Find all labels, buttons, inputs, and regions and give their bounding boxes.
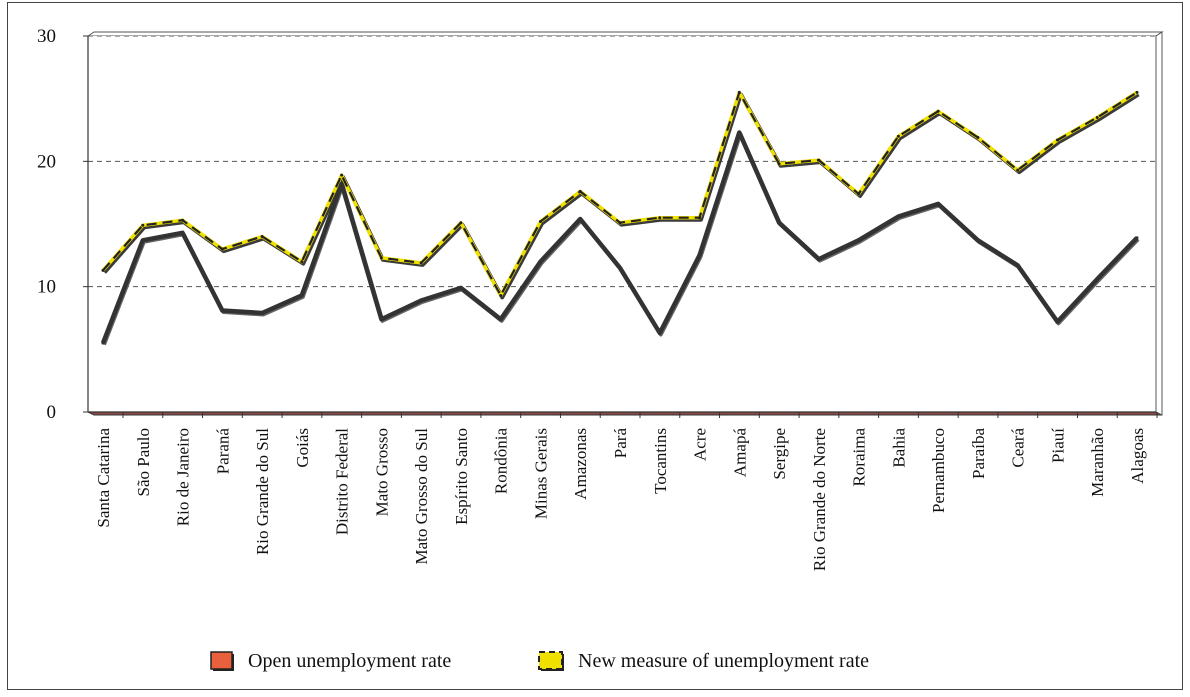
point-open-rate — [1095, 277, 1099, 281]
point-open-rate — [459, 286, 463, 290]
point-new-measure — [817, 158, 821, 162]
y-tick-labels: 0 10 20 30 — [37, 26, 56, 423]
x-tick-label: Alagoas — [1128, 428, 1147, 484]
x-tick-label: Santa Catarina — [94, 428, 113, 528]
point-open-rate — [141, 238, 145, 242]
point-open-rate — [379, 317, 383, 321]
point-new-measure — [300, 260, 304, 264]
x-tick-label: Rondônia — [492, 428, 511, 495]
point-open-rate — [1135, 236, 1139, 240]
point-new-measure — [1016, 168, 1020, 172]
point-open-rate — [260, 311, 264, 315]
point-new-measure — [936, 109, 940, 113]
x-tick-label: Acre — [691, 428, 710, 461]
point-new-measure — [777, 162, 781, 166]
point-open-rate — [340, 182, 344, 186]
x-tick-label: Tocantins — [651, 428, 670, 494]
x-tick-label: Distrito Federal — [333, 428, 352, 535]
x-tick-label: Bahia — [889, 428, 908, 468]
point-new-measure — [737, 90, 741, 94]
x-tick-label: Rio de Janeiro — [174, 428, 193, 526]
point-open-rate — [538, 260, 542, 264]
point-open-rate — [936, 202, 940, 206]
point-new-measure — [260, 235, 264, 239]
x-tick-label: Amazonas — [571, 428, 590, 500]
x-tick-label: Sergipe — [770, 428, 789, 480]
x-tick-label: Ceará — [1009, 428, 1028, 468]
point-new-measure — [618, 221, 622, 225]
plot-right-face — [1155, 31, 1163, 416]
x-tick-label: Amapá — [730, 428, 749, 478]
point-new-measure — [459, 221, 463, 225]
legend-swatch-open-rate — [210, 651, 233, 670]
x-tick-label: Rio Grande do Norte — [810, 428, 829, 571]
x-tick-label: Rio Grande do Sul — [253, 428, 272, 555]
point-new-measure — [1095, 115, 1099, 119]
point-open-rate — [419, 298, 423, 302]
point-open-rate — [658, 331, 662, 335]
point-new-measure — [538, 219, 542, 223]
x-tick-label: Mato Grosso — [372, 428, 391, 516]
series-lines — [100, 90, 1140, 346]
x-tick-label: São Paulo — [134, 428, 153, 496]
x-tick-label: Goiás — [293, 428, 312, 468]
point-open-rate — [1016, 263, 1020, 267]
x-tick-label: Roraima — [850, 428, 869, 487]
point-new-measure — [181, 218, 185, 222]
point-open-rate — [618, 266, 622, 270]
legend-swatch-new-measure — [538, 651, 563, 670]
point-open-rate — [499, 317, 503, 321]
y-tick-label: 20 — [37, 151, 56, 172]
point-open-rate — [777, 221, 781, 225]
point-new-measure — [698, 216, 702, 220]
point-new-measure — [658, 216, 662, 220]
point-open-rate — [181, 231, 185, 235]
y-tick-label: 30 — [37, 26, 56, 47]
x-tick-labels: Santa Catarina São Paulo Rio de Janeiro Par… — [94, 428, 1147, 572]
point-new-measure — [101, 268, 105, 272]
point-open-rate — [101, 341, 105, 345]
axes — [83, 35, 1158, 418]
point-new-measure — [896, 134, 900, 138]
x-tick-label: Paraná — [213, 428, 232, 475]
x-tick-label: Piauí — [1048, 428, 1067, 463]
point-open-rate — [300, 293, 304, 297]
point-open-rate — [857, 238, 861, 242]
point-open-rate — [817, 257, 821, 261]
x-tick-label: Mato Grosso do Sul — [412, 428, 431, 565]
plot-top-face — [86, 31, 1164, 37]
point-new-measure — [141, 223, 145, 227]
x-tick-label: Pará — [611, 428, 630, 459]
y-tick-label: 0 — [47, 402, 57, 423]
x-tick-label: Maranhão — [1088, 428, 1107, 497]
point-open-rate — [896, 214, 900, 218]
point-new-measure — [857, 192, 861, 196]
legend: Open unemployment rate New measure of une… — [210, 650, 869, 672]
x-tick-label: Pernambuco — [929, 428, 948, 513]
point-new-measure — [419, 261, 423, 265]
point-new-measure — [976, 136, 980, 140]
y-tick-label: 10 — [37, 277, 56, 298]
x-tick-label: Minas Gerais — [531, 428, 550, 519]
point-open-rate — [698, 253, 702, 257]
point-open-rate — [578, 217, 582, 221]
legend-label-new-measure: New measure of unemployment rate — [578, 650, 869, 672]
point-open-rate — [737, 131, 741, 135]
point-new-measure — [1055, 138, 1059, 142]
point-new-measure — [220, 247, 224, 251]
x-tick-label: Paraíba — [969, 428, 988, 479]
point-new-measure — [499, 293, 503, 297]
grid-lines — [88, 35, 1156, 288]
point-open-rate — [976, 238, 980, 242]
point-new-measure — [379, 256, 383, 260]
legend-label-open-rate: Open unemployment rate — [248, 650, 451, 672]
point-open-rate — [220, 308, 224, 312]
point-new-measure — [578, 189, 582, 193]
point-new-measure — [1135, 90, 1139, 94]
x-tick-label: Espírito Santo — [452, 428, 471, 525]
point-open-rate — [1055, 320, 1059, 324]
point-new-measure — [340, 173, 344, 177]
